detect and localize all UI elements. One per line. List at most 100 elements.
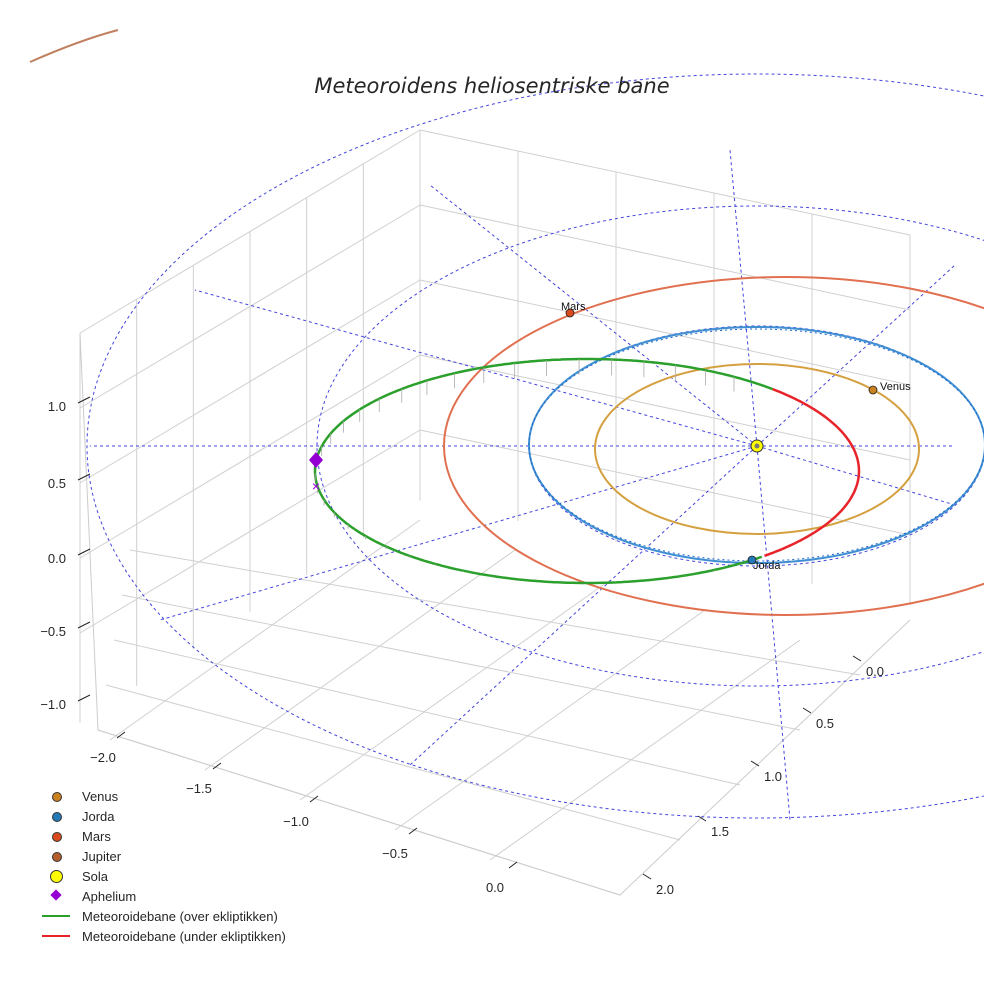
axis-frame — [79, 332, 911, 896]
z-tick-label: 1.0 — [48, 399, 66, 414]
ecliptic-radial — [194, 289, 758, 447]
grid-line — [419, 354, 911, 461]
z-tick — [77, 473, 91, 481]
legend-item: Meteoroidebane (over ekliptikken) — [38, 906, 286, 926]
legend-symbol — [38, 826, 74, 846]
orbit-venus — [594, 363, 920, 535]
label-venus: Venus — [880, 381, 911, 393]
ecliptic-radial — [756, 445, 791, 821]
meteoroid-orbit-below — [764, 387, 861, 558]
grid-line — [419, 204, 911, 311]
grid-line — [129, 549, 861, 676]
ecliptic-radial — [756, 445, 956, 506]
z-tick-label: 0.5 — [48, 476, 66, 491]
x-tick — [408, 827, 418, 835]
z-tick — [77, 396, 91, 404]
jorda-marker — [747, 555, 757, 565]
aphelion-projection: × — [312, 478, 320, 494]
grid-line — [113, 639, 741, 786]
legend-item: Aphelium — [38, 886, 286, 906]
legend-label: Jorda — [82, 808, 115, 824]
legend-symbol — [38, 906, 74, 926]
grid-line — [79, 129, 421, 334]
legend-label: Sola — [82, 868, 109, 884]
ecliptic-radial — [756, 264, 956, 447]
z-tick — [77, 621, 91, 629]
z-tick-label: 0.0 — [48, 551, 66, 566]
mars-marker — [565, 308, 575, 318]
grid-line — [109, 519, 421, 741]
grid-line — [489, 639, 801, 861]
x-tick-label: −2.0 — [90, 750, 116, 765]
z-tick-label: −0.5 — [40, 624, 66, 639]
y-tick-label: 2.0 — [656, 882, 674, 897]
legend-symbol — [38, 926, 74, 946]
z-tick-label: −1.0 — [40, 697, 66, 712]
x-tick — [212, 762, 222, 770]
x-tick-label: −1.0 — [283, 814, 309, 829]
y-tick-label: 0.0 — [866, 664, 884, 679]
y-tick — [642, 873, 652, 880]
x-tick — [508, 861, 518, 869]
grid-line — [419, 129, 911, 236]
legend-label: Meteoroidebane (over ekliptikken) — [82, 908, 278, 924]
orbit-jorda-shadow — [528, 328, 984, 562]
legend-item: Mars — [38, 826, 286, 846]
ecliptic-radial — [159, 445, 758, 621]
legend-item: Jorda — [38, 806, 286, 826]
x-tick — [116, 731, 126, 739]
grid-line — [79, 354, 421, 559]
legend-item: Meteoroidebane (under ekliptikken) — [38, 926, 286, 946]
chart-legend: Venus Jorda Mars Jupiter Sola Aphelium Meteoro… — [38, 786, 286, 946]
ecliptic-radial — [409, 445, 758, 766]
y-tick — [750, 760, 760, 767]
legend-label: Venus — [82, 788, 119, 804]
x-tick-label: 0.0 — [486, 880, 504, 895]
legend-item: Venus — [38, 786, 286, 806]
y-tick-label: 1.0 — [764, 769, 782, 784]
legend-item: Sola — [38, 866, 286, 886]
x-tick-label: −1.5 — [186, 781, 212, 796]
orbit-jorda — [528, 326, 984, 564]
y-tick — [802, 707, 812, 714]
ecliptic-radial — [429, 184, 758, 447]
grid-line — [79, 429, 421, 634]
legend-symbol — [38, 846, 74, 866]
label-mars: Mars — [561, 301, 586, 313]
y-tick-label: 1.5 — [711, 824, 729, 839]
chart-title: Meteoroidens heliosentriske bane — [314, 74, 670, 98]
legend-symbol — [38, 886, 74, 906]
grid-line — [105, 684, 681, 841]
grid-line — [394, 609, 706, 831]
grid-line — [79, 204, 421, 409]
legend-label: Meteoroidebane (under ekliptikken) — [82, 928, 286, 944]
label-jorda: Jorda — [753, 560, 781, 572]
y-tick-label: 0.5 — [816, 716, 834, 731]
legend-symbol — [38, 866, 74, 886]
legend-symbol — [38, 786, 74, 806]
z-tick — [77, 694, 91, 702]
grid-line — [79, 279, 421, 484]
meteoroid-orbit-above — [313, 357, 774, 585]
orbit-jupiter — [29, 29, 119, 63]
z-tick — [77, 548, 91, 556]
ecliptic-ring-2au — [86, 73, 984, 819]
grid-line — [419, 429, 911, 536]
legend-symbol — [38, 806, 74, 826]
grid-line — [121, 594, 801, 731]
x-tick — [309, 795, 319, 803]
aphelion-marker — [309, 452, 323, 468]
legend-label: Aphelium — [82, 888, 137, 904]
legend-label: Jupiter — [82, 848, 122, 864]
grid-line — [419, 279, 911, 386]
grid-line — [204, 549, 516, 771]
legend-item: Jupiter — [38, 846, 286, 866]
ecliptic-radial — [729, 149, 758, 447]
venus-marker — [868, 385, 878, 395]
grid-line — [299, 579, 611, 801]
y-tick — [697, 815, 707, 822]
orbit-mars — [443, 276, 984, 616]
sun-core — [754, 443, 760, 449]
